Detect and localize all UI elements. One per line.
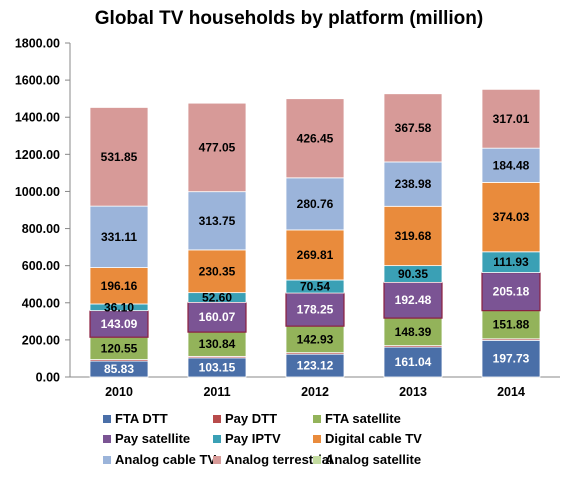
data-label-pay-iptv-2010: 36.10 <box>104 300 134 314</box>
data-label-pay-satellite-2014: 205.18 <box>493 285 530 299</box>
legend-label-pay-dtt: Pay DTT <box>225 411 277 426</box>
y-tick-label: 1800.00 <box>15 37 60 51</box>
bar-analog-cable-tv-2013 <box>383 161 443 207</box>
legend-label-analog-terrestrial: Analog terrestrial <box>225 452 333 467</box>
data-label-analog-terrestrial-2010: 531.85 <box>101 150 138 164</box>
bar-fta-satellite-2012 <box>285 325 345 354</box>
y-tick-label: 400.00 <box>22 296 60 310</box>
bar-fta-dtt-2013 <box>383 346 443 378</box>
data-label-pay-satellite-2011: 160.07 <box>199 310 236 324</box>
legend-swatch-analog-satellite <box>313 456 321 464</box>
bar-pay-satellite-2013 <box>383 281 443 319</box>
legend-swatch-fta-dtt <box>103 415 111 423</box>
data-label-fta-dtt-2013: 161.04 <box>395 355 432 369</box>
data-label-analog-cable-tv-2010: 331.11 <box>101 230 137 244</box>
bar-digital-cable-tv-2011 <box>187 249 247 294</box>
bar-digital-cable-tv-2012 <box>285 229 345 281</box>
legend-label-pay-iptv: Pay IPTV <box>225 431 281 446</box>
data-label-digital-cable-tv-2012: 269.81 <box>297 248 334 262</box>
bar-digital-cable-tv-2010 <box>89 267 149 305</box>
data-label-fta-dtt-2014: 197.73 <box>493 352 530 366</box>
data-label-pay-satellite-2010: 143.09 <box>101 317 138 331</box>
data-label-analog-cable-tv-2011: 313.75 <box>199 214 236 228</box>
bar-analog-terrestrial-2010 <box>89 107 149 207</box>
data-labels: 85.83 120.55 143.09 36.10 196.16 331.11 531.85… <box>101 112 530 376</box>
bar-fta-satellite-2013 <box>383 317 443 347</box>
legend-label-analog-cable-tv: Analog cable TV <box>115 452 216 467</box>
x-tick-label: 2014 <box>497 385 525 399</box>
bar-fta-dtt-2014 <box>481 339 541 378</box>
data-label-pay-iptv-2014: 111.93 <box>493 255 529 269</box>
data-label-fta-satellite-2011: 130.84 <box>199 337 236 351</box>
data-label-digital-cable-tv-2013: 319.68 <box>395 229 432 243</box>
data-label-analog-cable-tv-2014: 184.48 <box>493 158 530 172</box>
data-label-analog-terrestrial-2012: 426.45 <box>297 131 334 145</box>
x-tick-label: 2013 <box>399 385 427 399</box>
data-label-pay-satellite-2013: 192.48 <box>395 293 432 307</box>
legend-label-fta-satellite: FTA satellite <box>325 411 401 426</box>
bar-analog-terrestrial-2013 <box>383 93 443 163</box>
bar-analog-cable-tv-2010 <box>89 205 149 268</box>
y-tick-label: 1400.00 <box>15 111 60 125</box>
bar-pay-satellite-2011 <box>187 301 247 333</box>
legend-swatch-analog-terrestrial <box>213 456 221 464</box>
bars <box>89 88 541 378</box>
data-label-pay-satellite-2012: 178.25 <box>297 303 334 317</box>
legend-label-pay-satellite: Pay satellite <box>115 431 190 446</box>
x-tick-label: 2012 <box>301 385 329 399</box>
data-label-pay-iptv-2012: 70.54 <box>300 280 330 294</box>
bar-analog-terrestrial-2012 <box>285 98 345 179</box>
data-label-analog-cable-tv-2012: 280.76 <box>297 197 334 211</box>
y-tick-label: 1000.00 <box>15 185 60 199</box>
data-label-analog-terrestrial-2013: 367.58 <box>395 121 432 135</box>
legend-swatch-pay-satellite <box>103 435 111 443</box>
x-tick-label: 2011 <box>203 385 230 399</box>
bar-pay-satellite-2010 <box>89 310 149 338</box>
bar-digital-cable-tv-2013 <box>383 205 443 267</box>
data-label-pay-iptv-2011: 52.60 <box>202 291 232 305</box>
data-label-fta-satellite-2010: 120.55 <box>101 341 138 355</box>
legend-swatch-fta-satellite <box>313 415 321 423</box>
data-label-digital-cable-tv-2011: 230.35 <box>199 264 236 278</box>
data-label-analog-terrestrial-2011: 477.05 <box>199 140 236 154</box>
data-label-fta-satellite-2014: 151.88 <box>493 318 530 332</box>
x-tick-label: 2010 <box>105 385 133 399</box>
data-label-analog-terrestrial-2014: 317.01 <box>493 112 530 126</box>
data-label-fta-satellite-2013: 148.39 <box>395 325 432 339</box>
data-label-digital-cable-tv-2014: 374.03 <box>493 210 530 224</box>
bar-analog-cable-tv-2011 <box>187 191 247 251</box>
bar-pay-satellite-2012 <box>285 292 345 327</box>
legend-label-fta-dtt: FTA DTT <box>115 411 168 426</box>
chart-title: Global TV households by platform (millio… <box>95 8 483 29</box>
y-axis: 0.00 200.00 400.00 600.00 800.00 1000.00 1200.… <box>15 37 71 385</box>
data-label-fta-dtt-2011: 103.15 <box>199 360 236 374</box>
x-axis: 2010 2011 2012 2013 2014 <box>70 376 560 399</box>
y-tick-label: 1200.00 <box>15 148 60 162</box>
data-label-analog-cable-tv-2013: 238.98 <box>395 177 432 191</box>
bar-fta-satellite-2011 <box>187 331 247 357</box>
data-label-digital-cable-tv-2010: 196.16 <box>101 279 138 293</box>
bar-fta-satellite-2014 <box>481 310 541 340</box>
legend-swatch-digital-cable-tv <box>313 435 321 443</box>
legend: FTA DTT Pay DTT FTA satellite Pay satellite… <box>103 411 422 467</box>
y-tick-label: 0.00 <box>36 371 60 385</box>
legend-swatch-analog-cable-tv <box>103 456 111 464</box>
bar-analog-terrestrial-2014 <box>481 88 541 149</box>
y-tick-label: 1600.00 <box>15 74 60 88</box>
data-label-fta-satellite-2012: 142.93 <box>297 332 334 346</box>
data-label-pay-iptv-2013: 90.35 <box>398 267 428 281</box>
data-label-fta-dtt-2010: 85.83 <box>104 362 134 376</box>
y-tick-label: 600.00 <box>22 259 60 273</box>
legend-label-digital-cable-tv: Digital cable TV <box>325 431 422 446</box>
bar-analog-terrestrial-2011 <box>187 102 247 193</box>
data-label-fta-dtt-2012: 123.12 <box>297 359 334 373</box>
bar-analog-cable-tv-2012 <box>285 177 345 231</box>
bar-digital-cable-tv-2014 <box>481 181 541 253</box>
y-tick-label: 800.00 <box>22 222 60 236</box>
legend-swatch-pay-iptv <box>213 435 221 443</box>
legend-label-analog-satellite: Analog satellite <box>325 452 421 467</box>
legend-swatch-pay-dtt <box>213 415 221 423</box>
y-tick-label: 200.00 <box>22 333 60 347</box>
